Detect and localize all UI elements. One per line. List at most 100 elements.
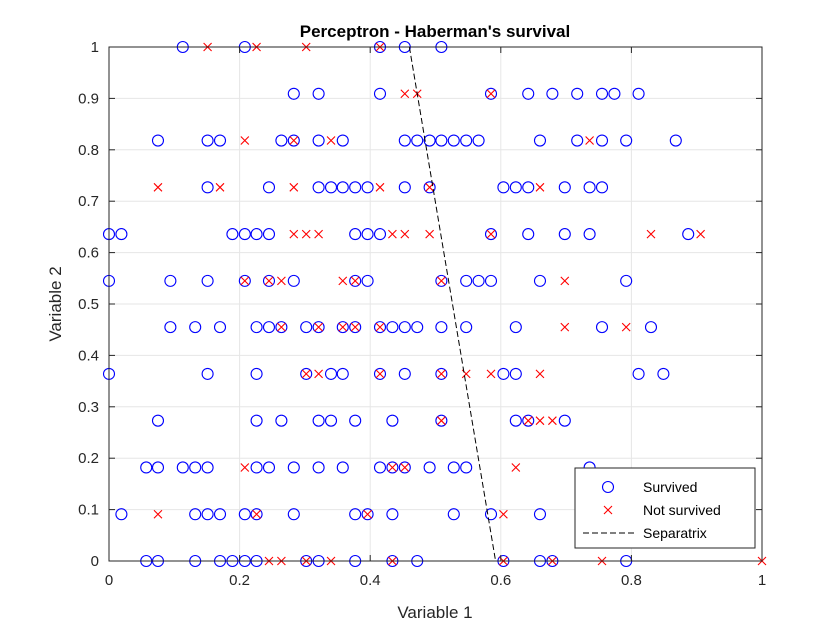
survived-point <box>558 228 571 241</box>
not-survived-point <box>277 322 286 332</box>
survived-point <box>164 321 177 334</box>
survived-point <box>213 134 227 147</box>
survived-point <box>238 508 251 521</box>
survived-point <box>398 181 411 194</box>
survived-point <box>435 367 448 380</box>
survived-point <box>300 367 313 380</box>
survived-point <box>324 367 338 380</box>
survived-point <box>151 461 165 474</box>
survived-point <box>571 87 584 100</box>
legend-not-survived-marker <box>603 505 613 515</box>
survived-point <box>349 508 362 521</box>
survived-point <box>287 87 300 100</box>
survived-point <box>423 181 436 194</box>
survived-point <box>164 274 177 287</box>
not-survived-point <box>375 369 385 379</box>
survived-point <box>447 134 460 147</box>
survived-point <box>460 461 473 474</box>
not-survived-point <box>326 136 336 145</box>
survived-point <box>386 414 399 427</box>
survived-point <box>361 508 374 521</box>
survived-point <box>262 274 276 287</box>
survived-point <box>213 321 227 334</box>
survived-point <box>522 228 535 241</box>
y-tick-label: 0.2 <box>78 450 99 467</box>
survived-point <box>423 134 436 147</box>
survived-point <box>484 508 498 521</box>
legend-survived-marker <box>601 480 615 494</box>
y-tick-label: 0.4 <box>78 347 99 364</box>
survived-point <box>324 181 338 194</box>
survived-point <box>250 461 263 474</box>
survived-point <box>336 461 349 474</box>
survived-point <box>361 228 374 241</box>
survived-point <box>140 461 153 474</box>
not-survived-point <box>301 229 311 239</box>
survived-point <box>435 134 448 147</box>
not-survived-point <box>314 322 324 332</box>
survived-point <box>189 321 202 334</box>
y-tick-label: 0.5 <box>78 296 99 313</box>
survived-point <box>620 134 633 147</box>
not-survived-point <box>350 322 360 332</box>
survived-point <box>632 87 645 100</box>
survived-point <box>349 274 362 287</box>
separatrix-line <box>408 46 497 562</box>
survived-point <box>250 367 263 380</box>
survived-point <box>460 134 473 147</box>
survived-point <box>595 321 609 334</box>
survived-point <box>262 461 276 474</box>
not-survived-point <box>436 369 446 379</box>
not-survived-point <box>486 89 496 99</box>
legend-label: Separatrix <box>643 525 707 541</box>
survived-point <box>373 228 387 241</box>
not-survived-point <box>289 229 299 239</box>
survived-point <box>361 181 374 194</box>
survived-point <box>522 181 535 194</box>
not-survived-point <box>646 229 656 239</box>
survived-point <box>386 508 399 521</box>
not-survived-point <box>240 276 250 286</box>
not-survived-point <box>400 89 410 99</box>
survived-point <box>595 87 609 100</box>
survived-point <box>497 181 510 194</box>
not-survived-point <box>400 229 410 239</box>
not-survived-point <box>252 509 261 519</box>
survived-point <box>435 414 448 427</box>
survived-point <box>682 228 695 241</box>
survived-point <box>275 134 288 147</box>
not-survived-point <box>301 369 311 379</box>
survived-point <box>373 367 387 380</box>
survived-point <box>201 274 214 287</box>
survived-point <box>176 461 189 474</box>
survived-point <box>250 414 263 427</box>
not-survived-point <box>560 322 570 332</box>
survived-point <box>583 181 596 194</box>
survived-point <box>312 321 325 334</box>
survived-point <box>657 367 670 380</box>
survived-point <box>115 228 128 241</box>
x-tick-label: 0.6 <box>490 572 511 589</box>
survived-point <box>571 134 584 147</box>
not-survived-point <box>314 369 324 379</box>
survived-point <box>411 321 424 334</box>
survived-point <box>373 321 387 334</box>
survived-point <box>201 181 214 194</box>
survived-point <box>312 461 325 474</box>
survived-point <box>189 508 202 521</box>
y-tick-label: 0.7 <box>78 193 99 210</box>
x-tick-label: 0 <box>105 572 113 589</box>
survived-point <box>386 321 399 334</box>
not-survived-point <box>535 369 545 379</box>
survived-point <box>213 508 227 521</box>
not-survived-point <box>153 182 163 192</box>
plot-marks <box>102 40 767 568</box>
not-survived-point <box>240 463 250 472</box>
x-tick-label: 0.4 <box>360 572 381 589</box>
not-survived-point <box>153 509 163 519</box>
legend: Survived Not survived Separatrix <box>574 467 756 549</box>
x-axis-label: Variable 1 <box>397 603 472 622</box>
survived-point <box>151 134 165 147</box>
chart-title: Perceptron - Haberman's survival <box>300 22 570 41</box>
